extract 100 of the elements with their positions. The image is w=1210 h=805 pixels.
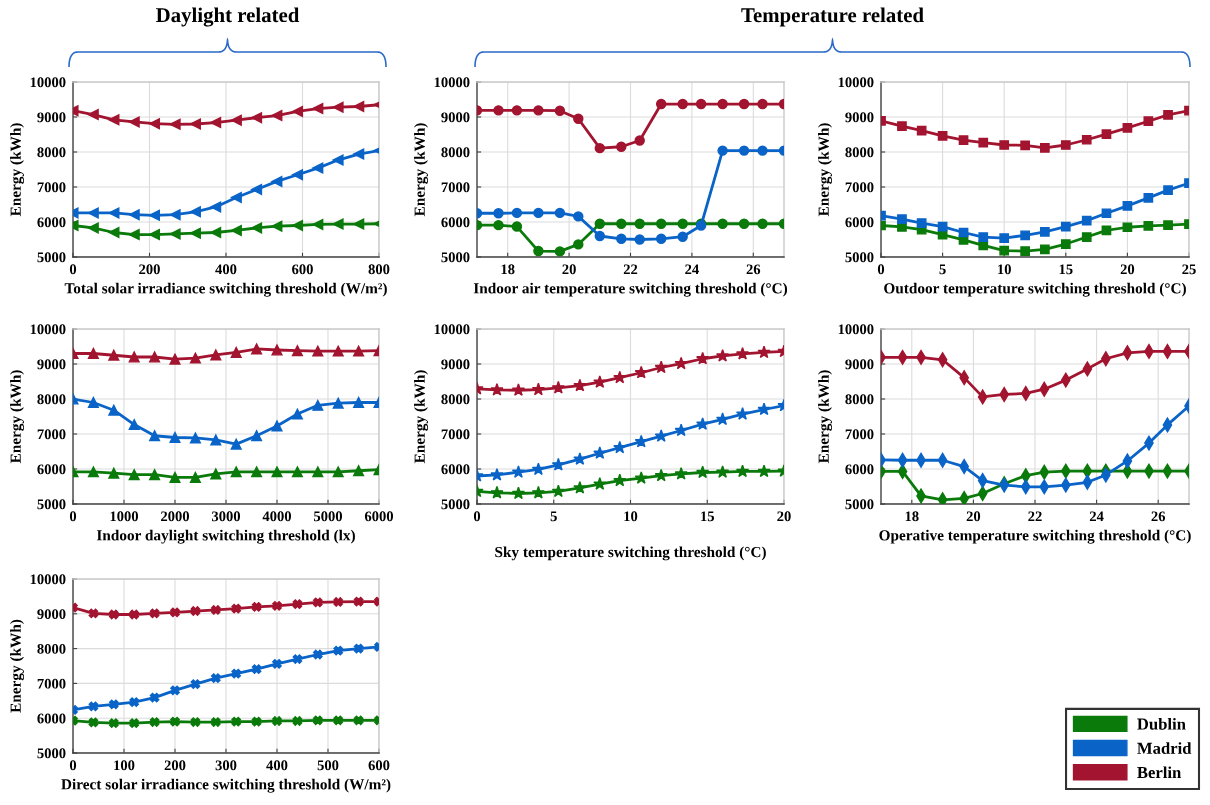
point [531,485,546,499]
point [655,233,667,245]
point [655,218,667,229]
point [999,233,1010,243]
point [332,397,344,409]
point [271,110,283,122]
point [937,492,948,504]
point [87,466,99,478]
point [108,114,120,126]
legend-label: Dublin [1137,717,1186,730]
point [169,209,181,221]
x-tick-label: 600 [368,760,390,771]
point [312,597,323,608]
point [353,596,364,607]
point [353,396,365,409]
y-tick-label: 6000 [845,464,874,475]
point [715,412,730,426]
point [1163,110,1173,120]
y-tick-label: 9000 [845,359,874,370]
point [677,231,688,242]
y-tick-label: 5000 [441,499,470,510]
point [616,218,627,229]
x-tick-label: 2000 [161,511,190,522]
point [210,468,222,480]
y-tick-label: 8000 [37,147,66,158]
point [551,380,565,394]
point [1081,232,1092,242]
x-tick-label: 24 [685,264,699,275]
point [511,465,526,478]
point [573,211,584,222]
point [554,207,566,219]
point [291,219,304,232]
y-tick-label: 8000 [441,147,470,158]
y-tick-label: 7000 [441,429,470,440]
point [210,349,222,361]
point [128,116,140,128]
point [88,717,99,728]
point [149,351,161,363]
point [757,98,768,110]
point [1143,116,1154,127]
point [128,209,140,221]
x-axis-title: Sky temperature switching threshold (°C) [495,546,766,561]
point [616,141,627,152]
point [169,353,181,365]
y-tick-label: 7000 [37,678,66,689]
point [353,100,365,113]
point [333,715,344,726]
point [251,601,262,612]
point [189,206,201,218]
point [735,464,750,478]
point [312,162,324,174]
point [1122,201,1133,211]
y-tick-label: 9000 [441,112,470,123]
point [210,605,221,615]
x-axis-title: Total solar irradiance switching threshold (W/m²) [64,282,387,297]
point [129,718,140,728]
x-tick-label: 22 [623,264,638,275]
point [493,219,504,231]
point [999,245,1010,256]
point [511,105,523,116]
y-tick-label: 8000 [845,394,874,405]
y-tick-label: 9000 [845,112,874,123]
y-tick-label: 8000 [441,394,470,405]
point [1101,129,1112,140]
point [210,201,222,213]
point [573,378,587,392]
point [1039,244,1050,255]
point [533,207,544,219]
point [573,480,587,494]
x-tick-label: 3000 [211,511,241,522]
y-tick-label: 5000 [37,748,66,759]
point [897,214,907,225]
point [231,603,242,614]
point [332,345,344,357]
point [291,345,303,357]
x-axis-title: Direct solar irradiance switching threshold (W/m²) [61,778,391,793]
point [149,430,161,442]
point [695,98,707,110]
point [108,349,120,361]
x-tick-label: 0 [877,264,885,275]
point [674,356,688,370]
point [677,98,688,110]
point [88,608,99,619]
point [230,346,242,359]
x-tick-label: 600 [292,264,313,275]
point [128,469,140,481]
point [1020,140,1031,151]
y-tick-label: 6000 [441,464,470,475]
point [190,679,201,689]
point [1081,215,1092,226]
point [149,469,161,481]
y-tick-label: 9000 [441,359,470,370]
point [291,466,303,478]
point [312,466,324,478]
point [251,430,263,442]
point [271,175,283,187]
point [230,466,242,478]
point [655,98,667,110]
point [149,608,160,619]
y-tick-label: 7000 [845,429,874,440]
